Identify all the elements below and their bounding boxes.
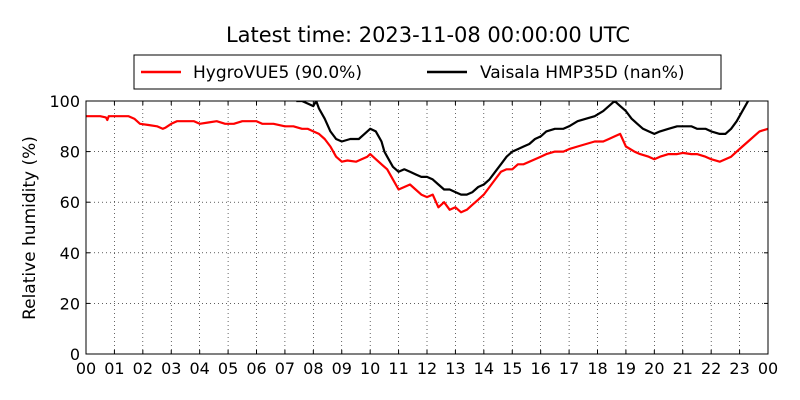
x-tick-label: 19 bbox=[616, 359, 636, 378]
series-group bbox=[86, 101, 768, 214]
x-tick-label: 01 bbox=[104, 359, 124, 378]
plot-frame bbox=[85, 100, 769, 355]
x-tick-label: 20 bbox=[644, 359, 664, 378]
chart-title: Latest time: 2023-11-08 00:00:00 UTC bbox=[226, 23, 630, 47]
y-tick-label: 40 bbox=[60, 244, 80, 263]
ticks bbox=[85, 100, 769, 355]
x-tick-label: 10 bbox=[360, 359, 380, 378]
x-tick-label: 04 bbox=[189, 359, 209, 378]
legend-label-vaisala: Vaisala HMP35D (nan%) bbox=[480, 63, 684, 83]
y-tick-label: 60 bbox=[60, 193, 80, 212]
x-tick-label: 08 bbox=[303, 359, 323, 378]
y-tick-labels: 0 20 40 60 80 100 bbox=[49, 92, 80, 364]
x-tick-label: 03 bbox=[161, 359, 181, 378]
series-line-vaisala bbox=[296, 101, 750, 196]
x-tick-labels: 00 01 02 03 04 05 06 07 08 09 10 11 12 13 14 15 16 17 18 19… bbox=[76, 359, 778, 378]
x-tick-label: 00 bbox=[758, 359, 778, 378]
x-tick-label: 18 bbox=[587, 359, 607, 378]
x-tick-label: 21 bbox=[673, 359, 693, 378]
x-tick-label: 05 bbox=[218, 359, 238, 378]
x-tick-label: 23 bbox=[729, 359, 749, 378]
legend: HygroVUE5 (90.0%) Vaisala HMP35D (nan%) bbox=[133, 54, 722, 90]
x-tick-label: 13 bbox=[445, 359, 465, 378]
y-tick-label: 20 bbox=[60, 294, 80, 313]
y-axis-label: Relative humidity (%) bbox=[20, 136, 40, 320]
x-tick-label: 02 bbox=[133, 359, 153, 378]
x-tick-label: 14 bbox=[474, 359, 494, 378]
x-tick-label: 09 bbox=[332, 359, 352, 378]
x-tick-label: 06 bbox=[246, 359, 266, 378]
x-tick-label: 15 bbox=[502, 359, 522, 378]
x-tick-label: 16 bbox=[530, 359, 550, 378]
x-tick-label: 17 bbox=[559, 359, 579, 378]
x-tick-label: 00 bbox=[76, 359, 96, 378]
y-tick-label: 80 bbox=[60, 143, 80, 162]
x-tick-label: 12 bbox=[417, 359, 437, 378]
x-tick-label: 11 bbox=[388, 359, 408, 378]
grid bbox=[86, 101, 768, 354]
legend-label-hygrovue5: HygroVUE5 (90.0%) bbox=[193, 63, 362, 83]
y-tick-label: 100 bbox=[49, 92, 80, 111]
series-line-hygrovue5 bbox=[86, 115, 768, 214]
x-tick-label: 07 bbox=[275, 359, 295, 378]
y-tick-label: 0 bbox=[70, 345, 80, 364]
x-tick-label: 22 bbox=[701, 359, 721, 378]
